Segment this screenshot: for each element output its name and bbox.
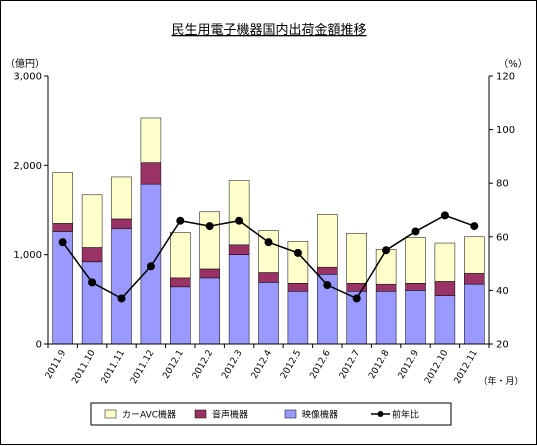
legend-label: 音声機器: [212, 409, 248, 421]
bar-segment: [111, 218, 132, 230]
ratio-point: [293, 248, 302, 257]
ratio-point: [382, 246, 391, 255]
bar-segment: [258, 230, 279, 273]
x-tick-label: 2012.6: [308, 348, 333, 381]
bar-segment: [434, 281, 456, 297]
bar-segment: [317, 214, 338, 268]
ratio-point: [146, 262, 155, 271]
bar-segment: [52, 231, 73, 345]
bar-segment: [405, 237, 426, 284]
bar-segment: [199, 268, 220, 279]
legend-label: 映像機器: [302, 409, 338, 421]
bar-segment: [228, 244, 250, 255]
y-right-unit: （%）: [498, 58, 528, 70]
bar-segment: [317, 266, 338, 275]
bar-segment: [375, 249, 397, 285]
bar-segment: [405, 290, 426, 345]
y-right-tick-label: 120: [496, 72, 515, 83]
bar-segment: [81, 247, 103, 263]
bar-segment: [464, 236, 485, 274]
x-tick-label: 2012.4: [250, 348, 275, 381]
x-tick-label: 2012.11: [453, 349, 480, 386]
chart-title: 民生用電子機器国内出荷金額推移: [171, 22, 366, 38]
bar-segment: [287, 283, 309, 292]
x-tick-label: 2012.3: [220, 349, 244, 381]
bar-segment: [346, 232, 367, 284]
ratio-point: [352, 294, 361, 303]
legend-swatch: [104, 409, 117, 419]
ratio-point: [470, 222, 479, 231]
ratio-point: [440, 211, 449, 220]
legend-marker: [377, 411, 384, 417]
x-tick-label: 2012.5: [279, 349, 303, 381]
y-left-unit: （億円）: [5, 57, 45, 70]
ratio-line-layer: [58, 211, 479, 303]
bar-segment: [52, 223, 73, 232]
bar-segment: [170, 232, 191, 279]
x-tick-label: 2012.7: [338, 349, 362, 381]
bar-segment: [464, 273, 485, 285]
legend: カーAVC機器 音声機器 映像機器 前年比: [90, 402, 452, 426]
x-tick-label: 2011.9: [44, 348, 69, 381]
ratio-point: [411, 227, 420, 236]
bar-segment: [287, 241, 309, 284]
legend-swatch: [284, 409, 297, 419]
y-right-tick-label: 100: [496, 125, 515, 136]
y-left-tick-label: 2,000: [13, 161, 42, 172]
x-tick-label: 2012.9: [397, 348, 422, 381]
bar-segment: [111, 176, 132, 220]
legend-label: 前年比: [392, 409, 419, 421]
ratio-point: [205, 222, 214, 231]
bar-segment: [52, 172, 73, 224]
bar-segment: [375, 291, 397, 345]
bar-segment: [228, 180, 250, 246]
bar-segment: [375, 283, 397, 292]
y-right-tick-label: 40: [496, 286, 509, 297]
x-tick-label: 2012.1: [161, 349, 185, 381]
x-tick-label: 2012.2: [191, 349, 215, 381]
bar-segment: [140, 117, 162, 163]
legend-swatch: [194, 409, 207, 419]
y-left-tick-label: 0: [36, 340, 42, 351]
bar-segment: [199, 277, 220, 345]
x-tick-label: 2011.12: [129, 349, 156, 386]
y-right-tick-label: 80: [496, 179, 509, 190]
bar-segment: [434, 295, 456, 345]
ratio-point: [323, 281, 332, 290]
ratio-point: [264, 238, 273, 247]
ratio-point: [58, 238, 67, 247]
y-left-tick-label: 3,000: [13, 72, 42, 83]
bar-segment: [464, 283, 485, 345]
bar-segment: [81, 261, 103, 345]
ratio-point: [176, 216, 185, 225]
x-unit: （年・月）: [478, 375, 523, 387]
bar-segment: [170, 277, 191, 288]
x-tick-label: 2012.8: [367, 348, 392, 381]
ratio-point: [235, 216, 244, 225]
bar-segment: [81, 194, 103, 248]
x-tick-label: 2011.11: [100, 349, 127, 386]
y-right-tick-label: 20: [496, 340, 509, 351]
legend-box: [90, 402, 452, 426]
bar-segment: [434, 242, 456, 282]
ratio-point: [117, 294, 126, 303]
bar-segment: [405, 283, 426, 291]
y-left-tick-label: 1,000: [13, 250, 42, 261]
legend-label: カーAVC機器: [122, 409, 176, 421]
y-right-tick-label: 60: [496, 232, 509, 243]
bars-layer: [52, 117, 485, 345]
x-tick-label: 2012.10: [423, 348, 450, 385]
bar-segment: [287, 291, 309, 345]
x-tick-label: 2011.10: [70, 348, 97, 385]
bar-segment: [140, 162, 162, 185]
bar-segment: [258, 272, 279, 283]
bar-segment: [228, 254, 250, 345]
ratio-point: [88, 278, 97, 287]
bar-segment: [170, 286, 191, 345]
bar-segment: [258, 282, 279, 345]
bar-segment: [199, 211, 220, 270]
bar-segment: [111, 228, 132, 345]
